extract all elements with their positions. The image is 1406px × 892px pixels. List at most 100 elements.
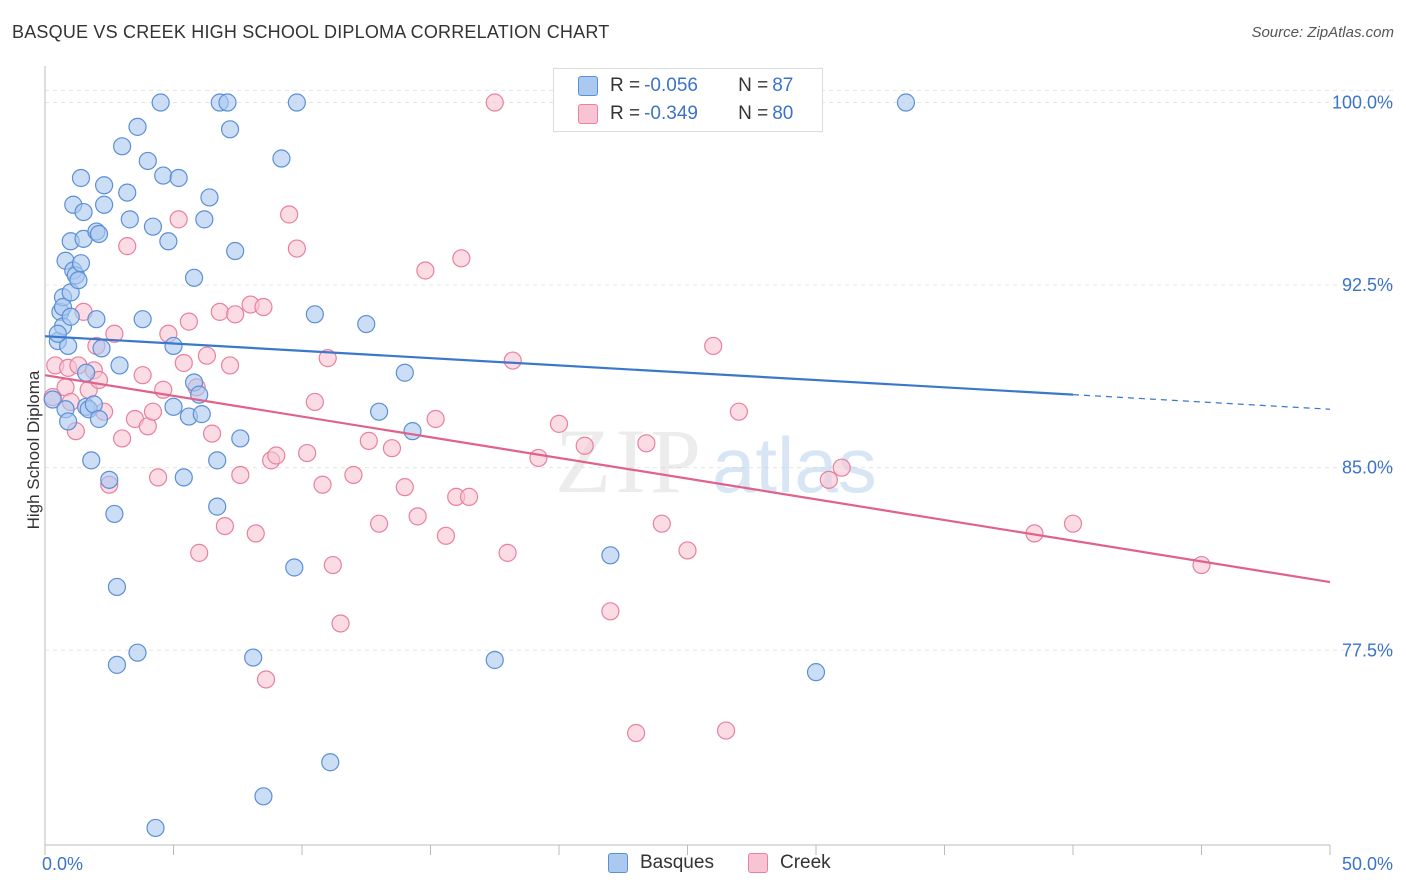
basques-point [164,397,183,416]
creek-point [729,402,749,421]
creek-point [485,93,504,112]
creek-point [1192,555,1211,575]
creek-point [678,541,697,560]
creek-point [197,346,217,365]
r-label: R = [610,75,641,96]
y-tick-label: 77.5% [1342,640,1393,660]
creek-point [416,261,435,280]
basques-point [112,137,132,156]
source-credit: Source: ZipAtlas.com [1251,24,1394,41]
basques-point [485,650,504,670]
basques-point [159,232,178,251]
creek-point [231,465,250,485]
basques-point [61,307,80,326]
basques-point [71,254,91,273]
basques-point [95,176,114,195]
creek-point [267,446,286,465]
creek-point [323,555,342,575]
creek-points [43,93,1211,743]
creek-point [226,305,245,324]
basques-point [184,268,204,287]
basques-point [77,363,96,382]
creek-point [202,424,222,443]
y-tick-label: 85.0% [1342,458,1393,478]
creek-point [344,465,363,485]
basques-point [107,655,127,674]
creek-point [1063,514,1083,533]
basques-point [200,188,219,207]
creek-point [601,602,620,621]
creek-point [174,353,193,373]
basques-point [138,151,157,171]
basques-point [110,356,129,375]
basques-point [357,314,376,334]
creek-point [210,302,229,321]
basques-point [95,195,114,214]
basques-point [133,310,152,329]
creek-point [408,507,427,526]
creek-legend-icon [748,853,768,873]
y-tick-label: 92.5% [1342,275,1393,295]
basques-point [226,241,245,261]
basques-point [220,120,240,139]
y-axis-label: High School Diploma [24,370,43,530]
basques-trend-line [44,335,1074,396]
basques-point [174,468,193,487]
basques-point [285,558,304,577]
creek-point [503,351,522,370]
creek-point [133,366,152,385]
axes [44,66,1331,855]
basques-point [208,497,227,516]
creek-point [498,543,517,562]
series-legend: Basques Creek [0,852,1406,878]
stats-legend: R = -0.056 N = 87 R = -0.349 N = 80 [553,68,823,132]
creek-point [169,210,188,229]
basques-point [601,546,620,565]
creek-point [190,543,209,562]
creek-point [637,434,656,453]
creek-point [287,239,306,258]
legend-item-basques[interactable]: Basques [608,852,714,874]
y-tick-label: 100.0% [1332,93,1393,113]
basques-point [370,402,389,421]
basques-point [89,409,109,429]
creek-point [575,436,594,455]
creek-trend-line [44,374,1331,584]
legend-row-basques: R = -0.056 N = 87 [578,73,793,99]
basques-point [43,390,62,409]
creek-point [220,356,240,375]
basques-point [244,648,263,667]
creek-point [331,614,350,633]
basques-point [231,429,250,448]
legend-item-creek[interactable]: Creek [748,852,831,874]
basques-point [151,93,170,112]
trend-lines [44,335,1331,584]
x-tick-label: 0.0% [42,854,83,874]
basques-points [43,93,916,838]
creek-point [529,448,548,468]
x-tick-labels: 0.0% 50.0% [42,854,1393,874]
basques-point [92,339,111,358]
x-tick-label: 50.0% [1342,854,1393,874]
basques-point [305,305,324,324]
legend-basques-label: Basques [640,852,714,873]
creek-point [459,487,479,506]
creek-point [313,475,332,494]
basques-point [48,324,67,343]
creek-point [370,514,389,533]
creek-point [359,431,378,450]
creek-point [395,478,414,497]
basques-point [896,93,916,112]
basques-point [154,166,173,185]
watermark: ZIP atlas [555,410,877,512]
basques-point [143,217,163,236]
creek-point [382,439,402,458]
creek-point [118,237,137,256]
y-axis-label-wrap: High School Diploma [14,300,44,600]
legend-row-creek: R = -0.349 N = 80 [578,101,793,127]
basques-point [105,504,124,524]
basques-point [218,93,237,112]
legend-creek-label: Creek [780,852,831,873]
creek-point [148,468,168,487]
